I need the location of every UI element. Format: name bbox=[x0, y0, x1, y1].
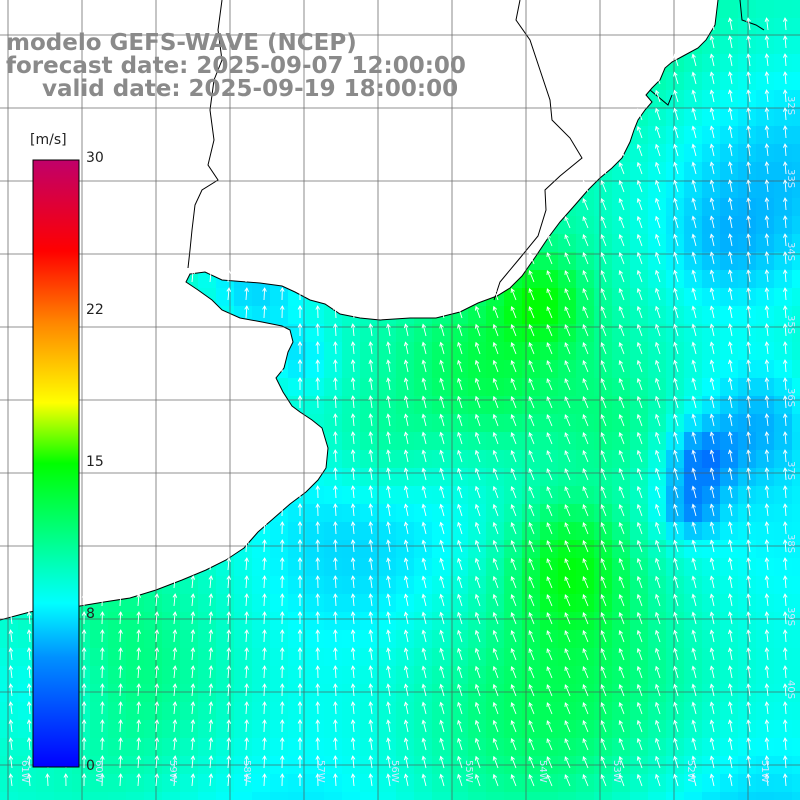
title-valid-date: valid date: 2025-09-19 18:00:00 bbox=[42, 76, 459, 102]
lat-label: 34S bbox=[785, 242, 796, 261]
colorbar-unit: [m/s] bbox=[30, 132, 67, 148]
latitude-labels: 32S 33S 34S 35S 36S 37S 38S 39S 40S bbox=[785, 96, 796, 699]
lat-label: 40S bbox=[785, 680, 796, 699]
lon-label: 53W bbox=[611, 760, 622, 783]
lat-label: 36S bbox=[785, 388, 796, 407]
longitude-labels: 61W60W59W58W57W56W55W54W53W52W51W50W bbox=[19, 760, 770, 783]
lon-label: 58W bbox=[241, 760, 252, 783]
lat-label: 33S bbox=[785, 169, 796, 188]
title-forecast-date: forecast date: 2025-09-07 12:00:00 bbox=[6, 53, 466, 79]
lon-label: 61W bbox=[19, 760, 30, 783]
title-model: modelo GEFS-WAVE (NCEP) bbox=[6, 30, 357, 56]
lon-label: 54W bbox=[537, 760, 548, 783]
lat-label: 37S bbox=[785, 461, 796, 480]
country-borders bbox=[187, 0, 765, 301]
lat-label: 39S bbox=[785, 607, 796, 626]
lat-label: 38S bbox=[785, 534, 796, 553]
wind-arrows bbox=[8, 17, 788, 787]
lon-label: 59W bbox=[167, 760, 178, 783]
colorbar-tick-30: 30 bbox=[86, 150, 104, 166]
colorbar-tick-8: 8 bbox=[86, 606, 95, 622]
lon-label: 55W bbox=[463, 760, 474, 783]
lon-label: 60W bbox=[93, 760, 104, 783]
colorbar-tick-0: 0 bbox=[86, 758, 95, 774]
colorbar-tick-15: 15 bbox=[86, 454, 104, 470]
lat-label: 35S bbox=[785, 315, 796, 334]
lon-label: 51W bbox=[759, 760, 770, 783]
colorbar bbox=[32, 159, 80, 768]
lon-label: 56W bbox=[389, 760, 400, 783]
lat-label: 32S bbox=[785, 96, 796, 115]
colorbar-tick-22: 22 bbox=[86, 302, 104, 318]
lon-label: 57W bbox=[315, 760, 326, 783]
land-area bbox=[0, 0, 718, 620]
lon-label: 52W bbox=[685, 760, 696, 783]
